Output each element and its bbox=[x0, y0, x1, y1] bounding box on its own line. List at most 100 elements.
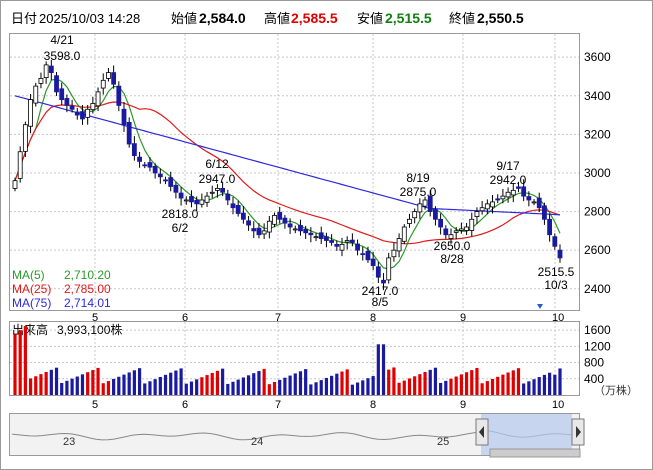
candle-body bbox=[266, 220, 272, 233]
price-y-tick: 2600 bbox=[584, 243, 611, 257]
annotation-line1: 9/17 bbox=[496, 159, 520, 173]
volume-bar bbox=[558, 368, 562, 395]
candle-body bbox=[334, 243, 340, 247]
candle-body bbox=[209, 191, 215, 194]
navigator-label-25: 25 bbox=[437, 436, 449, 448]
ma25-value: 2,785.00 bbox=[64, 282, 111, 296]
volume-bar bbox=[433, 367, 438, 395]
volume-bar bbox=[324, 377, 329, 395]
candle-body bbox=[28, 99, 33, 127]
volume-bar bbox=[117, 376, 121, 395]
price-x-tick: 8 bbox=[370, 312, 376, 324]
volume-bar bbox=[169, 372, 173, 395]
candle-body bbox=[552, 236, 558, 247]
volume-y-tick: 400 bbox=[584, 372, 604, 386]
candle-body bbox=[526, 196, 532, 201]
volume-bar bbox=[195, 379, 199, 395]
volume-bar bbox=[101, 383, 105, 395]
candle-body bbox=[137, 156, 142, 162]
low-label: 安値 bbox=[357, 11, 383, 26]
navigator-selection[interactable] bbox=[481, 414, 572, 455]
candle-body bbox=[557, 249, 563, 259]
candle-body bbox=[220, 188, 226, 193]
volume-bar bbox=[262, 368, 266, 395]
candle-body bbox=[464, 226, 469, 231]
volume-title: 出来高 bbox=[12, 322, 48, 337]
volume-y-axis: 1600 1200 800 400 bbox=[584, 323, 611, 386]
annotation-line2: 2875.0 bbox=[400, 185, 437, 199]
candle-body bbox=[142, 164, 148, 167]
volume-bar bbox=[371, 376, 375, 395]
ma75-value: 2,714.01 bbox=[64, 296, 111, 310]
volume-bar bbox=[309, 384, 313, 395]
candle-body bbox=[163, 179, 168, 182]
candle-body bbox=[43, 64, 49, 79]
navigator-scrollbar[interactable] bbox=[489, 448, 581, 458]
volume-bar bbox=[60, 382, 64, 395]
volume-bar bbox=[470, 370, 474, 395]
volume-bar bbox=[506, 372, 510, 395]
candle-body bbox=[116, 85, 122, 106]
volume-bar bbox=[257, 371, 261, 395]
candle-body bbox=[152, 166, 158, 174]
candle-body bbox=[531, 201, 537, 204]
volume-bar bbox=[423, 372, 427, 395]
candle-body bbox=[547, 218, 553, 236]
price-y-tick: 2400 bbox=[584, 282, 611, 296]
candle-body bbox=[147, 162, 153, 168]
volume-bar bbox=[511, 370, 515, 395]
candle-body bbox=[131, 143, 137, 156]
candle-body bbox=[12, 180, 18, 189]
candle-body bbox=[22, 124, 28, 152]
navigator-left-handle[interactable] bbox=[475, 418, 489, 446]
volume-bar bbox=[18, 330, 22, 395]
volume-bar bbox=[226, 383, 230, 395]
candle-body bbox=[448, 234, 454, 239]
candle-body bbox=[536, 197, 542, 209]
candle-body bbox=[95, 91, 101, 107]
candle-body bbox=[479, 207, 485, 212]
candle-body bbox=[474, 211, 480, 217]
volume-bar bbox=[96, 367, 100, 395]
candle-body bbox=[189, 196, 194, 203]
volume-bar bbox=[215, 370, 220, 395]
volume-bar bbox=[80, 374, 85, 395]
candle-body bbox=[106, 72, 111, 79]
annotation-line1: 6/12 bbox=[205, 157, 229, 171]
volume-bar bbox=[350, 384, 354, 395]
candle-body bbox=[90, 103, 96, 111]
candle-body bbox=[370, 258, 376, 267]
candle-body bbox=[111, 72, 117, 85]
price-x-tick: 6 bbox=[182, 312, 188, 324]
candle-body bbox=[85, 108, 91, 118]
ma25-line bbox=[14, 101, 561, 245]
volume-bar bbox=[241, 377, 245, 395]
price-y-tick: 3000 bbox=[584, 166, 611, 180]
volume-bar bbox=[65, 380, 69, 395]
candle-body bbox=[355, 243, 360, 251]
volume-bar bbox=[407, 378, 412, 395]
low-value: 2,515.5 bbox=[385, 10, 432, 26]
candle-body bbox=[69, 105, 75, 110]
volume-y-tick: 1600 bbox=[584, 323, 611, 337]
annotation-line2: 6/2 bbox=[172, 221, 189, 235]
price-y-axis: 3600 3400 3200 3000 2800 2600 2400 bbox=[584, 50, 611, 296]
volume-bar bbox=[184, 383, 188, 395]
candle-body bbox=[443, 228, 449, 236]
volume-bar bbox=[392, 367, 396, 395]
navigator-right-handle[interactable] bbox=[571, 418, 585, 446]
volume-bar bbox=[397, 382, 401, 395]
price-x-tick: 5 bbox=[92, 312, 98, 324]
candle-body bbox=[292, 228, 298, 231]
candle-body bbox=[204, 195, 210, 203]
volume-bar bbox=[70, 378, 74, 395]
candle-body bbox=[59, 88, 65, 101]
candle-body bbox=[318, 232, 324, 239]
candle-body bbox=[344, 240, 350, 243]
candle-body bbox=[510, 189, 516, 196]
chevron-left-icon bbox=[479, 426, 484, 438]
volume-bar bbox=[381, 344, 386, 395]
volume-bar bbox=[485, 381, 489, 395]
volume-bar bbox=[112, 378, 116, 395]
candle-body bbox=[396, 238, 402, 252]
